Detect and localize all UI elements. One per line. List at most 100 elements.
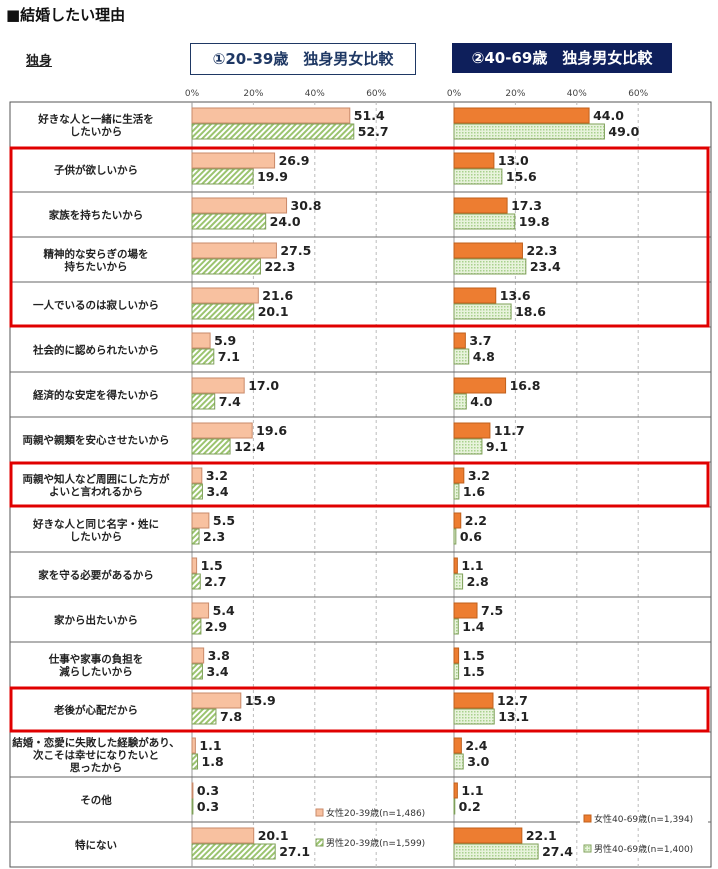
data-label: 13.6 [500,288,531,303]
category-label-line: 特にない [75,839,117,852]
bar-male-40-69 [453,438,483,455]
bar-female-20-39 [191,602,210,619]
category-label-line: 思ったから [70,762,123,774]
data-label: 19.9 [257,169,288,184]
x-tick-label: 20% [505,89,525,99]
bar-female-20-39 [191,827,255,844]
data-label: 2.7 [204,574,226,589]
x-tick-label: 40% [305,89,325,99]
data-label: 0.6 [460,529,482,544]
data-label: 22.1 [526,828,557,843]
legend-label: 女性20-39歳(n=1,486) [326,807,425,819]
data-label: 5.9 [214,333,236,348]
data-label: 12.7 [497,693,528,708]
category-label-line: 子供が欲しいから [54,164,138,177]
bar-female-40-69 [453,782,458,799]
data-label: 24.0 [270,214,301,229]
data-label: 12.4 [234,439,265,454]
data-label: 3.4 [206,484,228,499]
bar-male-40-69 [453,393,467,410]
data-label: 1.1 [461,558,483,573]
category-label-line: 家族を持ちたいから [49,209,144,222]
bar-male-40-69 [453,573,464,590]
category-label-line: 社会的に認められたいから [32,344,159,357]
category-label-line: 次こそは幸せになりたいと [33,749,159,762]
bar-male-40-69 [453,213,516,230]
legend-bg [312,806,440,820]
data-label: 30.8 [291,198,322,213]
data-label: 2.9 [205,619,227,634]
bar-male-20-39 [191,348,215,365]
data-label: 27.1 [279,844,310,859]
bar-male-40-69 [453,303,512,320]
data-label: 0.2 [459,799,481,814]
bar-male-20-39 [191,258,261,275]
category-label-line: 両親や知人など周囲にした方が [23,472,170,485]
legend-swatch [315,808,324,817]
data-label: 1.5 [201,558,223,573]
category-label-line: 家から出たいから [54,614,138,627]
data-label: 1.5 [463,648,485,663]
legend-swatch [583,844,592,853]
data-label: 1.8 [202,754,224,769]
data-label: 7.5 [481,603,503,618]
category-label: 精神的な安らぎの場を持ちたいから [44,247,149,273]
bar-female-40-69 [453,557,458,574]
bar-female-20-39 [191,242,277,259]
panel-title-40-69: ②40-69歳 独身男女比較 [452,43,672,73]
bar-male-40-69 [453,258,527,275]
category-label: 好きな人と同じ名字・姓にしたいから [32,517,159,543]
bar-female-40-69 [453,827,523,844]
data-label: 9.1 [486,439,508,454]
data-label: 26.9 [279,153,310,168]
data-label: 20.1 [258,828,289,843]
category-label: 家族を持ちたいから [49,209,144,222]
bar-male-20-39 [191,438,231,455]
category-label-line: 減らしたいから [59,665,133,678]
data-label: 2.3 [203,529,225,544]
data-label: 11.7 [494,423,525,438]
data-label: 22.3 [264,259,295,274]
category-label-line: したいから [70,126,123,138]
bar-female-40-69 [453,107,590,124]
x-tick-label: 0% [185,89,200,99]
highlight-box [9,686,710,733]
category-label: 特にない [75,839,117,852]
panel-title-20-39: ①20-39歳 独身男女比較 [190,43,416,75]
bar-male-40-69 [453,708,495,725]
data-label: 20.1 [258,304,289,319]
data-label: 23.4 [530,259,561,274]
legend-label: 女性40-69歳(n=1,394) [594,813,693,825]
data-label: 1.4 [462,619,484,634]
bar-female-20-39 [191,467,203,484]
data-label: 1.1 [461,783,483,798]
category-label: 両親や親類を安心させたいから [23,434,170,447]
bar-male-40-69 [453,483,460,500]
legend-label: 男性20-39歳(n=1,599) [326,837,425,849]
category-label-line: その他 [80,794,112,807]
category-label: 社会的に認められたいから [32,344,159,357]
bar-female-20-39 [191,197,288,214]
group-label: 独身 [26,54,53,69]
bar-female-40-69 [453,152,495,169]
data-label: 2.8 [467,574,489,589]
category-label-line: 結婚・恋愛に失敗した経験があり、 [12,736,180,749]
data-label: 3.4 [206,664,228,679]
bar-male-20-39 [191,798,194,815]
x-tick-label: 0% [447,89,462,99]
data-label: 13.0 [498,153,529,168]
bar-male-40-69 [453,168,503,185]
bar-female-20-39 [191,332,211,349]
bar-female-40-69 [453,512,462,529]
data-label: 3.2 [468,468,490,483]
data-label: 7.4 [219,394,241,409]
bar-male-20-39 [191,573,201,590]
highlight-box [9,461,710,508]
data-label: 15.6 [506,169,537,184]
bar-female-40-69 [453,737,462,754]
data-label: 0.3 [197,783,219,798]
data-label: 1.6 [463,484,485,499]
category-label: 好きな人と一緒に生活をしたいから [37,112,154,138]
category-label: 一人でいるのは寂しいから [33,299,159,312]
